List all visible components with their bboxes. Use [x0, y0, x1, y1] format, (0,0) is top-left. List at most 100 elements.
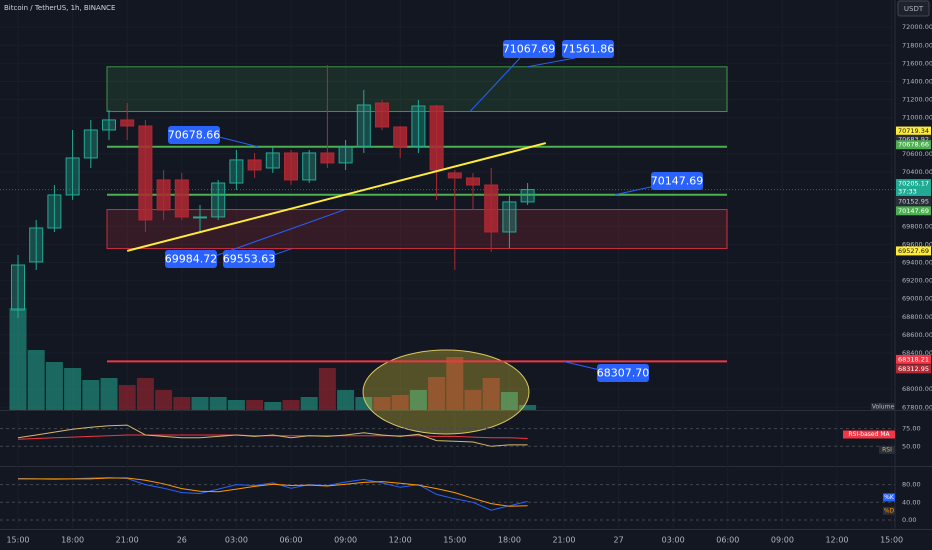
indicator-line: [17, 424, 528, 447]
highlight: [362, 349, 530, 435]
candle-body: [11, 264, 25, 311]
price-tag: [896, 179, 931, 189]
volume-bar: [209, 397, 227, 410]
callout-box: [168, 126, 220, 144]
price-tag: [896, 364, 931, 374]
y-tick-label: 68600.00: [902, 331, 932, 339]
candle-body: [447, 172, 462, 179]
volume-bar: [136, 378, 154, 410]
callout-box: [223, 250, 275, 268]
y-tick-label: 0.00: [902, 516, 916, 524]
price-tag: [896, 140, 931, 150]
volume-bar: [264, 402, 282, 410]
volume-bar: [282, 400, 300, 410]
candle-body: [229, 159, 244, 184]
candle-body: [156, 179, 171, 211]
volume-bar: [100, 378, 118, 410]
x-tick-label: 09:00: [771, 536, 794, 545]
price-tag-label: 70205.17: [898, 180, 929, 188]
candle-body: [120, 119, 135, 127]
volume-bar: [428, 377, 446, 410]
candle-body: [211, 182, 226, 218]
y-tick-label: 68800.00: [902, 313, 932, 321]
callout-box: [165, 250, 217, 268]
y-tick-label: 69800.00: [902, 222, 932, 230]
x-tick-label: 18:00: [61, 536, 84, 545]
y-tick-label: 71600.00: [902, 59, 932, 67]
x-tick-label: 06:00: [279, 536, 302, 545]
volume-bar: [373, 397, 391, 410]
x-tick-label: 15:00: [443, 536, 466, 545]
callout-box: [503, 40, 555, 58]
candle-body: [484, 184, 499, 233]
volume-bar: [82, 380, 100, 410]
volume-label: Volume: [872, 404, 895, 411]
y-tick-label: 69600.00: [902, 240, 932, 248]
x-tick-label: 18:00: [498, 536, 521, 545]
y-tick-label: 69400.00: [902, 258, 932, 266]
volume-bar: [446, 357, 464, 410]
candle-body: [375, 102, 389, 128]
callout-arrow: [214, 209, 346, 257]
price-tag: [896, 134, 931, 144]
trendline: [126, 142, 547, 252]
volume-bar: [337, 390, 355, 410]
currency-badge[interactable]: [897, 0, 930, 17]
price-tag: [896, 246, 931, 256]
volume-bar: [391, 395, 409, 410]
x-tick-label: 09:00: [334, 536, 357, 545]
x-tick-label: 03:00: [225, 536, 248, 545]
y-tick-label: 50.00: [902, 442, 921, 450]
callout-box: [597, 364, 649, 382]
volume-bar: [482, 378, 500, 410]
callout-arrow: [469, 57, 521, 112]
y-tick-label: 68000.00: [902, 385, 932, 393]
price-tag-label: 37:33: [898, 188, 917, 196]
callout-label: 69553.63: [223, 253, 276, 266]
y-tick-label: 75.00: [902, 425, 921, 433]
y-tick-label: 71000.00: [902, 114, 932, 122]
x-tick-label: 03:00: [662, 536, 685, 545]
candle-body: [302, 152, 317, 181]
volume-bar: [155, 390, 173, 410]
price-tag-label: 68318.21: [898, 355, 929, 363]
x-tick-label: 12:00: [389, 536, 412, 545]
y-tick-label: 40.00: [902, 498, 921, 506]
candle-body: [102, 119, 116, 131]
price-tag-label: 70678.66: [898, 141, 929, 149]
candle-body: [247, 159, 262, 171]
volume-bar: [173, 397, 191, 410]
candle-body: [520, 189, 535, 203]
callout-label: 71561.86: [562, 43, 615, 56]
candle-body: [29, 227, 44, 263]
price-tag: [896, 206, 931, 216]
volume-bar: [519, 405, 537, 410]
y-tick-label: 69000.00: [902, 295, 932, 303]
price-tag: [896, 354, 931, 364]
volume-bar: [246, 400, 264, 410]
x-tick-label: 15:00: [6, 536, 29, 545]
x-tick-label: 12:00: [825, 536, 848, 545]
volume-bar: [45, 362, 63, 410]
candle-body: [320, 152, 335, 164]
legend-badge: [879, 445, 895, 454]
indicator-line: [17, 434, 528, 440]
price-tag-label: 69527.69: [898, 247, 929, 255]
volume-badge: [871, 403, 895, 411]
candle-body: [338, 146, 353, 164]
y-tick-label: 67800.00: [902, 403, 932, 411]
callout-label: 68307.70: [597, 367, 650, 380]
zone: [106, 66, 728, 113]
callout-label: 70147.69: [651, 175, 704, 188]
candle-body: [356, 104, 371, 148]
volume-bar: [464, 390, 482, 410]
y-tick-label: 71400.00: [902, 77, 932, 85]
callout-label: 71067.69: [503, 43, 556, 56]
candle-body: [466, 177, 480, 186]
volume-bar: [9, 308, 27, 410]
volume-bar: [191, 397, 209, 410]
candle-body: [265, 152, 280, 169]
